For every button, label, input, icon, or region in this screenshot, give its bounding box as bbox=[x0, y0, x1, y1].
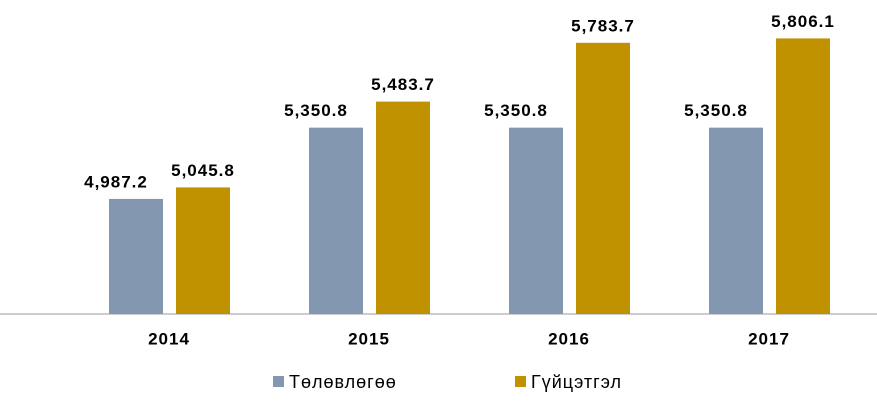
value-label: 5,483.7 bbox=[371, 75, 435, 94]
bar bbox=[109, 198, 163, 314]
bar bbox=[709, 127, 763, 315]
value-label: 5,350.8 bbox=[484, 101, 548, 120]
x-tick-label: 2016 bbox=[548, 329, 590, 348]
value-label: 5,783.7 bbox=[571, 16, 635, 35]
value-label: 4,987.2 bbox=[84, 172, 148, 191]
legend-label: Гүйцэтгэл bbox=[531, 372, 622, 392]
bar bbox=[776, 38, 830, 315]
value-label: 5,350.8 bbox=[684, 101, 748, 120]
bar bbox=[309, 127, 363, 315]
bar bbox=[576, 42, 630, 314]
legend-swatch bbox=[515, 376, 526, 387]
bar bbox=[509, 127, 563, 315]
bar bbox=[176, 187, 230, 314]
bar bbox=[376, 101, 430, 314]
legend-swatch bbox=[273, 376, 284, 387]
x-tick-label: 2014 bbox=[148, 329, 190, 348]
value-label: 5,350.8 bbox=[284, 101, 348, 120]
legend-label: Төлөвлөгөө bbox=[289, 372, 397, 392]
x-tick-label: 2015 bbox=[348, 329, 390, 348]
value-label: 5,045.8 bbox=[171, 161, 235, 180]
x-tick-label: 2017 bbox=[748, 329, 790, 348]
value-label: 5,806.1 bbox=[771, 12, 835, 31]
